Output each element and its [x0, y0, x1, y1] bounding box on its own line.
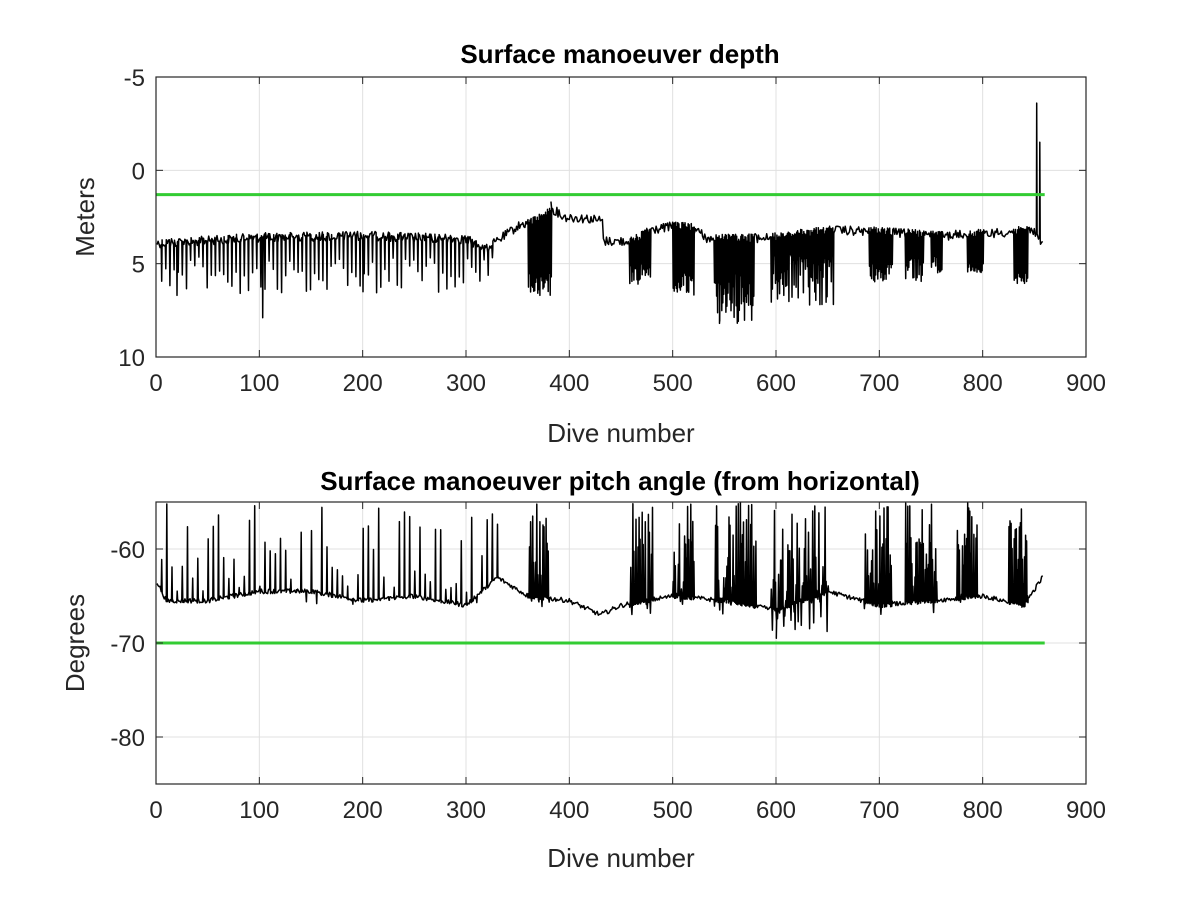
pitch-y-tick-labels: -60 -70 -80: [110, 537, 145, 752]
pitch-x-tick-labels: 0 100 200 300 400 500 600 700 800 900: [149, 797, 1106, 824]
depth-ticks: [155, 76, 1087, 358]
pitch-x-tick-label: 700: [859, 797, 899, 824]
depth-y-tick-label: -5: [124, 65, 145, 92]
pitch-chart-title: Surface manoeuver pitch angle (from hori…: [320, 466, 920, 496]
depth-y-tick-label: 10: [118, 345, 145, 372]
pitch-y-tick-label: -70: [110, 631, 145, 658]
depth-x-tick-label: 100: [239, 370, 279, 397]
pitch-x-tick-label: 600: [756, 797, 796, 824]
pitch-x-tick-label: 200: [343, 797, 383, 824]
pitch-x-tick-label: 800: [963, 797, 1003, 824]
pitch-y-tick-label: -80: [110, 725, 145, 752]
depth-series: [156, 102, 1045, 325]
pitch-x-tick-label: 400: [549, 797, 589, 824]
depth-chart-title: Surface manoeuver depth: [460, 39, 779, 69]
pitch-x-tick-label: 300: [446, 797, 486, 824]
depth-y-axis-label: Meters: [70, 177, 100, 256]
pitch-panel: Surface manoeuver pitch angle (from hori…: [60, 466, 1106, 873]
depth-axes-frame: [155, 76, 1087, 358]
pitch-series: [156, 502, 1045, 645]
pitch-y-axis-label: Degrees: [60, 594, 90, 692]
pitch-x-tick-label: 500: [653, 797, 693, 824]
depth-y-tick-label: 0: [132, 158, 145, 185]
depth-y-tick-labels: -5 0 5 10: [118, 65, 145, 372]
pitch-x-tick-label: 0: [149, 797, 162, 824]
depth-x-tick-label: 400: [549, 370, 589, 397]
pitch-x-tick-label: 900: [1066, 797, 1106, 824]
pitch-y-tick-label: -60: [110, 537, 145, 564]
pitch-x-tick-label: 100: [239, 797, 279, 824]
depth-data-line: [156, 102, 1044, 325]
depth-x-tick-label: 800: [963, 370, 1003, 397]
pitch-data-line: [156, 502, 1044, 640]
depth-x-tick-label: 0: [149, 370, 162, 397]
depth-x-tick-label: 500: [653, 370, 693, 397]
depth-x-tick-label: 700: [859, 370, 899, 397]
depth-x-axis-label: Dive number: [547, 418, 695, 448]
depth-x-tick-label: 300: [446, 370, 486, 397]
depth-x-tick-label: 900: [1066, 370, 1106, 397]
depth-panel: Surface manoeuver depth 0 100 200 300 400 500…: [70, 39, 1106, 448]
depth-x-tick-label: 600: [756, 370, 796, 397]
depth-x-tick-labels: 0 100 200 300 400 500 600 700 800 900: [149, 370, 1106, 397]
depth-x-tick-label: 200: [343, 370, 383, 397]
pitch-x-axis-label: Dive number: [547, 843, 695, 873]
pitch-ticks: [155, 502, 1087, 784]
depth-y-tick-label: 5: [132, 252, 145, 279]
